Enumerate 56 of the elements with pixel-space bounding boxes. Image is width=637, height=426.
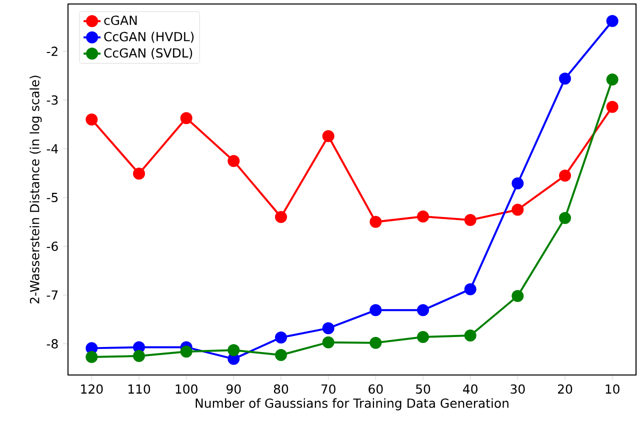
legend-label: CcGAN (HVDL): [104, 32, 194, 43]
y-tick-label: -6: [46, 242, 58, 251]
point: [370, 304, 382, 316]
point: [322, 130, 334, 142]
point: [606, 15, 618, 28]
point: [512, 177, 524, 190]
point: [180, 112, 192, 124]
legend-label: CcGAN (SVDL): [104, 48, 192, 60]
point: [322, 322, 334, 334]
x-tick-label: 40: [463, 384, 478, 394]
point: [275, 331, 288, 344]
point: [559, 212, 572, 224]
point: [133, 350, 145, 362]
point: [559, 170, 572, 182]
y-tick-label: -3: [46, 95, 58, 105]
y-tick-label: -8: [46, 339, 58, 349]
point: [275, 211, 288, 224]
point: [228, 344, 240, 356]
point: [180, 346, 192, 358]
x-tick-label: 30: [510, 384, 525, 394]
point: [606, 100, 618, 113]
point: [464, 214, 476, 226]
y-axis-title: 2-Wasserstein Distance (in log scale): [30, 76, 42, 304]
x-tick-label: 90: [226, 384, 241, 394]
y-tick-label: -2: [46, 46, 58, 56]
point: [370, 336, 382, 349]
y-tick-label: -7: [46, 290, 58, 300]
x-tick-label: 80: [274, 384, 288, 394]
point: [370, 216, 382, 228]
point: [417, 304, 430, 316]
x-tick-label: 110: [128, 384, 150, 394]
x-tick-label: 50: [416, 384, 430, 394]
x-tick-label: 10: [606, 384, 620, 394]
point: [275, 349, 288, 362]
point: [464, 283, 476, 296]
point: [417, 210, 430, 223]
x-axis-title: Number of Gaussians for Training Data Generation: [196, 398, 508, 410]
point: [464, 330, 476, 342]
y-tick-label: -4: [46, 144, 58, 154]
point: [559, 72, 572, 85]
point: [512, 204, 524, 216]
point: [606, 74, 618, 86]
y-tick-label: -5: [46, 192, 58, 202]
point: [228, 154, 240, 167]
legend-label: cGAN: [104, 16, 137, 26]
x-tick-label: 100: [176, 384, 198, 394]
x-tick-label: 120: [81, 384, 103, 394]
point: [86, 114, 98, 126]
x-tick-label: 70: [321, 384, 336, 394]
point: [86, 350, 98, 363]
point: [512, 290, 524, 302]
x-tick-label: 20: [558, 384, 572, 394]
point: [417, 330, 430, 343]
x-tick-label: 60: [368, 384, 383, 394]
point: [133, 168, 145, 180]
point: [322, 336, 334, 348]
